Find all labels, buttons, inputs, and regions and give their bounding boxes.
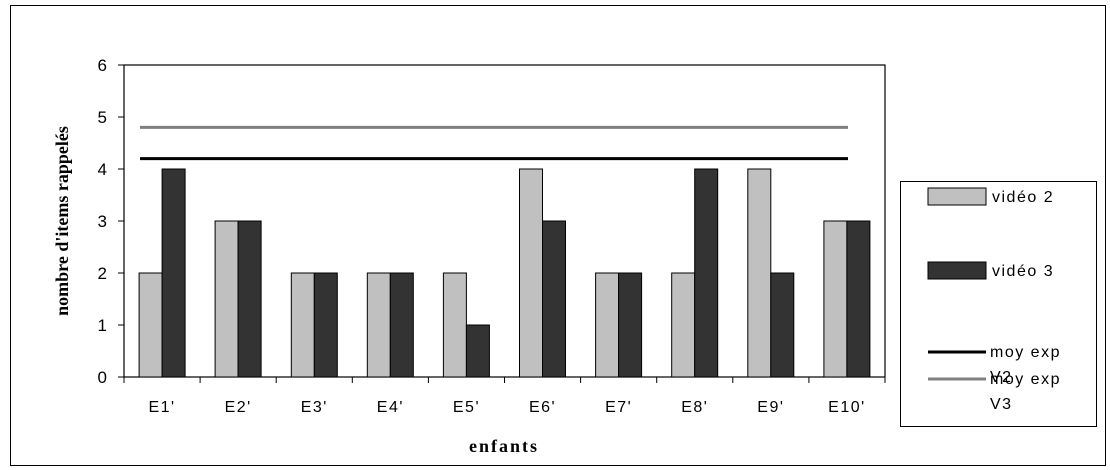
- bar-video3-3: [313, 272, 338, 378]
- bar-video2-10: [823, 220, 848, 378]
- y-tick-label: 3: [98, 212, 107, 231]
- x-tick-label: E10': [828, 399, 866, 416]
- x-tick-label: E8': [681, 399, 708, 416]
- bar-video2-5: [442, 272, 467, 378]
- y-tick-label: 1: [98, 316, 107, 335]
- x-tick-label: E9': [757, 399, 784, 416]
- x-tick-label: E2': [225, 399, 252, 416]
- y-axis-title: nombre d'items rappelés: [52, 126, 72, 316]
- y-tick-label: 6: [98, 56, 107, 75]
- legend-label: vidéo 3: [992, 263, 1054, 280]
- bar-video3-9: [770, 272, 795, 378]
- reference-lines-group: [140, 125, 848, 161]
- bar-video2-3: [290, 272, 315, 378]
- y-axis: 0 1 2 3 4 5 6: [98, 56, 124, 387]
- bar-video3-5: [465, 324, 490, 378]
- bar-video3-6: [542, 220, 566, 378]
- x-tick-label: E3': [301, 399, 328, 416]
- x-tick-label: E4': [377, 399, 404, 416]
- x-tick-label: E1': [148, 399, 175, 416]
- legend-box: [900, 181, 1097, 427]
- bar-video2-2: [214, 220, 239, 378]
- bar-video3-4: [389, 272, 414, 378]
- y-tick-label: 2: [98, 264, 107, 283]
- legend-label: moy exp: [990, 344, 1061, 361]
- bar-video3-1: [161, 168, 186, 378]
- bar-video3-7: [618, 272, 643, 378]
- y-tick-label: 4: [98, 160, 107, 179]
- bar-video3-8: [694, 168, 719, 378]
- bar-video2-7: [595, 272, 620, 378]
- y-tick-label: 0: [98, 368, 107, 387]
- legend-swatch-video3: [927, 261, 987, 280]
- x-axis: E1' E2' E3' E4' E5' E6' E7' E8' E9' E10': [123, 377, 886, 416]
- bar-video2-1: [138, 272, 163, 378]
- legend-label: V3: [990, 396, 1013, 413]
- bar-video3-10: [846, 220, 871, 378]
- x-tick-label: E5': [453, 399, 480, 416]
- bar-video2-4: [366, 272, 391, 378]
- bar-video2-9: [747, 168, 772, 378]
- bars-group: [138, 168, 871, 378]
- x-tick-label: E6': [529, 399, 556, 416]
- x-axis-title: enfants: [469, 436, 539, 456]
- legend-label: V2: [990, 369, 1013, 386]
- legend-label: vidéo 2: [992, 189, 1054, 206]
- bar-video2-8: [671, 272, 696, 378]
- x-tick-label: E7': [605, 399, 632, 416]
- y-tick-label: 5: [98, 108, 107, 127]
- bar-video2-6: [519, 168, 543, 378]
- legend-label: moy exp: [990, 371, 1061, 388]
- bar-video3-2: [237, 220, 262, 378]
- legend-swatch-video2: [927, 187, 987, 206]
